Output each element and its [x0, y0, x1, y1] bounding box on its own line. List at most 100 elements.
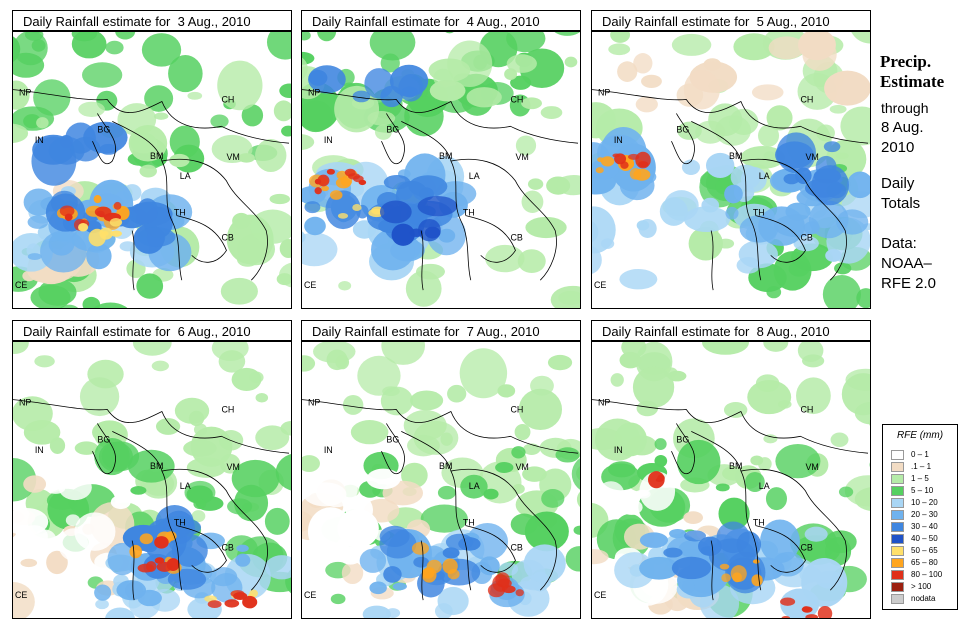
- country-border: [671, 113, 695, 164]
- rain-cell: [34, 355, 55, 368]
- rain-cell: [836, 209, 869, 235]
- rain-cell: [94, 584, 112, 601]
- rain-cell: [460, 474, 488, 499]
- rainfall-field: NP CH IN BG BM VM LA TH CB CE: [592, 342, 870, 618]
- country-label-bm: BM: [439, 151, 452, 161]
- country-border: [691, 120, 762, 281]
- panel-title: Daily Rainfall estimate for 8 Aug., 2010: [591, 320, 871, 341]
- rain-cell: [326, 349, 348, 371]
- rain-cell: [235, 553, 251, 567]
- rain-cell: [220, 453, 241, 474]
- rain-cell: [571, 458, 580, 490]
- rain-cell: [369, 581, 387, 595]
- legend-title: RFE (mm): [896, 430, 944, 441]
- rain-cell: [110, 495, 131, 510]
- rain-cell: [639, 532, 669, 548]
- country-label-np: NP: [598, 398, 610, 408]
- country-label-bm: BM: [150, 461, 163, 471]
- rainfall-map: NP CH IN BG BM VM LA TH CB CE: [301, 341, 581, 619]
- daily-line-2: Totals: [881, 195, 921, 212]
- rain-cell: [766, 105, 793, 131]
- rain-cell: [341, 561, 364, 585]
- rain-cell: [46, 550, 68, 575]
- rain-cell: [30, 284, 71, 308]
- country-border: [691, 430, 762, 591]
- rain-cell: [380, 386, 414, 416]
- rain-cell: [610, 32, 631, 43]
- rain-cell: [169, 125, 200, 159]
- end-date-line-1: 8 Aug.: [881, 119, 924, 136]
- rain-cell: [22, 270, 36, 282]
- rain-cell: [217, 60, 263, 111]
- rain-cell: [154, 557, 165, 564]
- rain-cell: [357, 355, 401, 396]
- country-label-vm: VM: [515, 462, 528, 472]
- rain-cell: [413, 556, 429, 568]
- rain-cell: [671, 33, 712, 56]
- rain-cell: [210, 114, 229, 129]
- legend-entry: 10 – 20: [891, 497, 955, 508]
- rain-cell: [639, 556, 679, 580]
- panel-title: Daily Rainfall estimate for 6 Aug., 2010: [12, 320, 292, 341]
- rain-cell: [169, 153, 190, 168]
- rain-cell: [683, 69, 720, 110]
- country-border: [450, 468, 557, 591]
- rain-cell: [315, 471, 358, 508]
- country-border: [112, 120, 183, 281]
- rain-cell: [330, 593, 346, 605]
- legend-swatch: [891, 474, 904, 484]
- country-label-ch: CH: [801, 404, 814, 414]
- country-label-bg: BG: [676, 124, 689, 134]
- rain-cell: [801, 558, 848, 608]
- rain-cell: [811, 165, 849, 206]
- rain-cell: [350, 420, 389, 445]
- rain-cell: [266, 32, 291, 60]
- rain-cell: [415, 263, 445, 280]
- rain-cell: [302, 100, 333, 133]
- rain-cell: [129, 544, 142, 559]
- country-border: [465, 215, 516, 263]
- rain-cell: [105, 40, 124, 55]
- rain-cell: [655, 478, 663, 482]
- map-panel-6: Daily Rainfall estimate for 8 Aug., 2010…: [591, 320, 871, 619]
- rain-cell: [137, 589, 162, 607]
- rain-cell: [745, 471, 765, 493]
- rain-cell: [94, 206, 112, 218]
- rain-cell: [264, 507, 290, 535]
- country-border: [740, 468, 847, 591]
- heading-line-1: Precip.: [880, 52, 932, 71]
- rfe-legend: RFE (mm) 0 – 1 .1 – 1 1 – 5 5 – 10 10 – 20 20…: [882, 424, 958, 610]
- country-label-in: IN: [614, 135, 623, 145]
- legend-label: 80 – 100: [911, 570, 943, 579]
- rain-cell: [816, 124, 835, 142]
- country-label-np: NP: [308, 88, 320, 98]
- map-panel-5: Daily Rainfall estimate for 7 Aug., 2010…: [301, 320, 581, 619]
- rain-cell: [763, 342, 789, 352]
- rain-cell: [740, 166, 767, 192]
- rain-cell: [776, 132, 816, 174]
- rain-cell: [620, 161, 629, 169]
- rain-cell: [632, 366, 675, 408]
- rain-cell: [751, 84, 784, 101]
- rain-cell: [719, 563, 730, 570]
- rain-cell: [369, 32, 416, 61]
- rain-cell: [321, 185, 330, 192]
- country-label-cb: CB: [801, 542, 813, 552]
- rain-cell: [641, 74, 662, 88]
- legend-swatch: [891, 486, 904, 496]
- rain-cell: [58, 474, 92, 501]
- country-border: [592, 89, 869, 144]
- legend-label: nodata: [911, 594, 936, 603]
- rain-cell: [82, 296, 101, 308]
- legend-entry: .1 – 1: [891, 461, 955, 472]
- legend-label: 50 – 65: [911, 546, 938, 555]
- rain-cell: [273, 100, 291, 122]
- legend-entry: 0 – 1: [891, 449, 955, 460]
- rain-cell: [302, 134, 315, 151]
- rain-cell: [721, 573, 731, 583]
- country-border: [450, 158, 557, 281]
- rain-cell: [231, 459, 280, 498]
- rain-cell: [342, 395, 364, 415]
- legend-entry: 80 – 100: [891, 569, 955, 580]
- rain-cell: [768, 36, 805, 60]
